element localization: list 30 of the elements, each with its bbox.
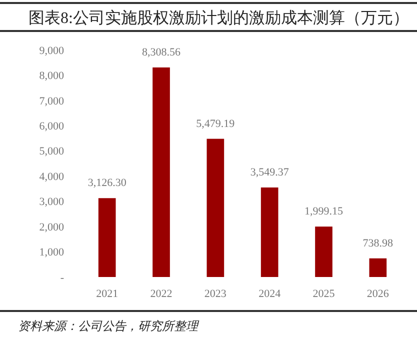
y-tick-label: 7,000 [39,95,64,108]
bar [206,138,224,277]
y-tick-label: 5,000 [39,146,64,158]
y-tick-label: 4,000 [39,170,64,183]
data-label: 738.98 [362,237,394,250]
bar [260,187,278,277]
y-tick-label: 2,000 [39,221,64,234]
data-label: 5,479.19 [196,118,236,130]
y-tick-label: 6,000 [39,120,64,133]
text: 资料来源：公司公告，研究所整理 [18,319,200,333]
y-tick-label: 1,000 [39,246,64,259]
data-label: 3,549.37 [250,166,290,178]
y-tick-label: 8,000 [39,70,64,82]
bar [152,67,170,277]
x-tick-label: 2024 [258,288,282,300]
y-tick-label: 9,000 [39,44,64,57]
data-label: 1,999.15 [304,206,344,218]
x-tick-label: 2023 [204,288,227,300]
x-tick-label: 2025 [312,288,336,300]
x-tick-label: 2021 [96,288,118,300]
x-tick-label: 2022 [150,288,172,300]
x-tick-label: 2026 [366,288,390,300]
y-tick-label: - [60,272,64,284]
y-tick-label: 3,000 [39,196,64,208]
bar [98,198,116,277]
bar [369,258,387,277]
data-label: 8,308.56 [142,46,181,58]
bar [315,226,332,277]
data-label: 3,126.30 [88,177,127,190]
chart-title: 图表8:公司实施股权激励计划的激励成本测算（万元） [28,9,409,27]
